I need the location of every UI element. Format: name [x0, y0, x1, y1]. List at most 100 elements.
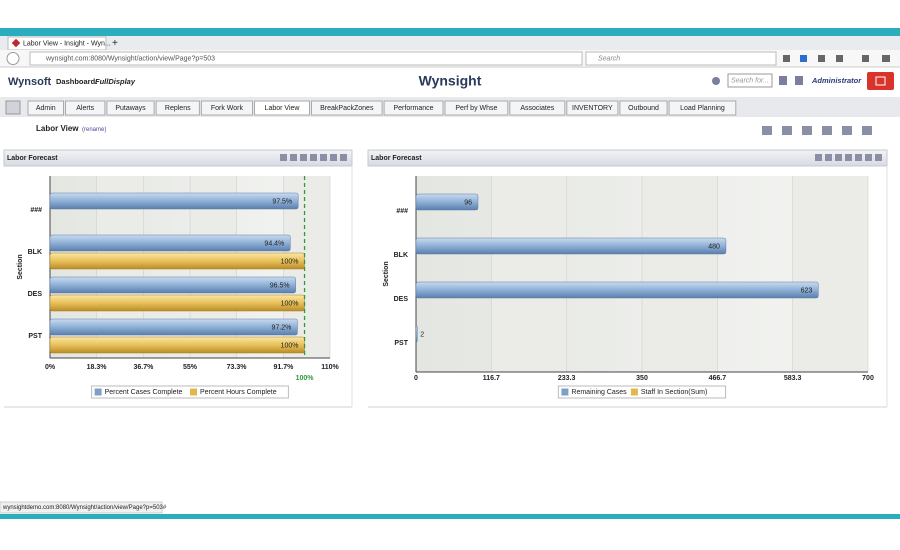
- nav-tab[interactable]: [509, 100, 566, 116]
- panel-icon[interactable]: [340, 154, 347, 161]
- panel-icon[interactable]: [835, 154, 842, 161]
- legend-swatch: [561, 388, 569, 396]
- panel-icon[interactable]: [330, 154, 337, 161]
- page-icon[interactable]: [802, 126, 812, 135]
- toolbar-icon[interactable]: [818, 55, 825, 62]
- logout-icon: [875, 76, 886, 86]
- y-tick-label: PST: [394, 340, 408, 347]
- x-tick-label: 700: [862, 375, 874, 382]
- panel-icon[interactable]: [865, 154, 872, 161]
- x-tick-label: 350: [636, 375, 648, 382]
- panel-icon[interactable]: [290, 154, 297, 161]
- panel-icon[interactable]: [845, 154, 852, 161]
- page-icon[interactable]: [842, 126, 852, 135]
- panel-icon[interactable]: [815, 154, 822, 161]
- dashboard-label: Dashboard:: [56, 77, 98, 86]
- panel-icon[interactable]: [310, 154, 317, 161]
- nav-tab-label: Performance: [394, 105, 434, 112]
- add-tab[interactable]: [5, 100, 21, 115]
- nav-tab[interactable]: [106, 100, 155, 116]
- nav-tab[interactable]: [619, 100, 668, 116]
- value-label: 100%: [281, 258, 299, 265]
- panel-title: Labor Forecast: [7, 155, 58, 162]
- browser-search[interactable]: [585, 51, 777, 66]
- settings-icon[interactable]: [712, 77, 720, 85]
- toolbar-icon[interactable]: [800, 55, 807, 62]
- toolbar-icon[interactable]: [783, 55, 790, 62]
- panel-icon[interactable]: [855, 154, 862, 161]
- value-label: 623: [801, 287, 813, 294]
- nav-tab-label: Associates: [520, 105, 554, 112]
- panel-icon[interactable]: [825, 154, 832, 161]
- y-tick-label: ###: [396, 208, 408, 215]
- legend-label: Percent Cases Complete: [105, 389, 183, 396]
- x-tick-label: 466.7: [709, 375, 727, 382]
- toolbar-icon[interactable]: [836, 55, 843, 62]
- page-icon[interactable]: [782, 126, 792, 135]
- value-label: 97.2%: [272, 324, 292, 331]
- bar: [415, 325, 418, 343]
- nav-tab[interactable]: [566, 100, 619, 116]
- nav-tab[interactable]: [383, 100, 444, 116]
- app-search-placeholder: Search for...: [731, 77, 769, 84]
- x-tick-label: 233.3: [558, 375, 576, 382]
- panel-icon[interactable]: [875, 154, 882, 161]
- favicon: [11, 38, 21, 48]
- nav-tab[interactable]: [668, 100, 737, 116]
- nav-tab[interactable]: [254, 100, 310, 116]
- panel-icon[interactable]: [320, 154, 327, 161]
- legend-label: Staff In Section(Sum): [641, 389, 707, 396]
- nav-tab-label: INVENTORY: [572, 105, 613, 112]
- user-name[interactable]: Administrator: [811, 76, 862, 85]
- page-icon[interactable]: [822, 126, 832, 135]
- y-tick-label: DES: [28, 291, 43, 298]
- menu-icon[interactable]: [882, 55, 890, 62]
- tab-strip: [0, 36, 900, 50]
- header-icon[interactable]: [795, 76, 803, 85]
- bar: [49, 276, 296, 294]
- back-button[interactable]: [6, 52, 20, 65]
- page-title: Labor View: [36, 124, 79, 133]
- panel-icon[interactable]: [300, 154, 307, 161]
- nav-tab[interactable]: [444, 100, 509, 116]
- logout-button[interactable]: [867, 72, 894, 90]
- value-label: 100%: [281, 300, 299, 307]
- value-label: 480: [708, 243, 720, 250]
- header-icon[interactable]: [779, 76, 787, 85]
- product-name: Wynsight: [419, 73, 482, 89]
- nav-tab[interactable]: [27, 100, 64, 116]
- value-label: 97.5%: [272, 198, 292, 205]
- plot-band: [642, 176, 718, 372]
- nav-tab[interactable]: [65, 100, 106, 116]
- x-tick-label: 55%: [183, 364, 198, 371]
- y-axis-title: Section: [383, 261, 390, 286]
- bar: [415, 237, 727, 255]
- value-label: 2: [420, 331, 424, 338]
- panel-icon[interactable]: [280, 154, 287, 161]
- y-axis-title: Section: [17, 254, 24, 279]
- nav-tab-label: Replens: [165, 105, 191, 112]
- nav-tab-label: Putaways: [115, 105, 146, 112]
- value-label: 94.4%: [264, 240, 284, 247]
- tab-title: Labor View - Insight - Wyn...: [23, 40, 111, 47]
- app-search[interactable]: [727, 73, 773, 88]
- toolbar-icon[interactable]: [862, 55, 869, 62]
- tabs: Admin Alerts Putaways Replens Fork Work Labor…: [27, 100, 737, 116]
- rename-link[interactable]: (rename): [82, 127, 106, 133]
- nav-tab-label: Perf by Whse: [455, 105, 497, 112]
- dashboard-name: FullDisplay: [95, 77, 136, 86]
- bar: [49, 234, 291, 252]
- address-bar[interactable]: [29, 51, 583, 66]
- browser-search-placeholder: Search: [598, 55, 620, 62]
- x-tick-label: 91.7%: [273, 364, 294, 371]
- nav-tab[interactable]: [200, 100, 253, 116]
- x-tick-label: 36.7%: [133, 364, 154, 371]
- page-icon[interactable]: [762, 126, 772, 135]
- page-icon[interactable]: [862, 126, 872, 135]
- new-tab[interactable]: +: [112, 38, 118, 49]
- nav-tab[interactable]: [311, 100, 383, 116]
- nav-tab[interactable]: [155, 100, 200, 116]
- reference-label: 100%: [296, 375, 315, 382]
